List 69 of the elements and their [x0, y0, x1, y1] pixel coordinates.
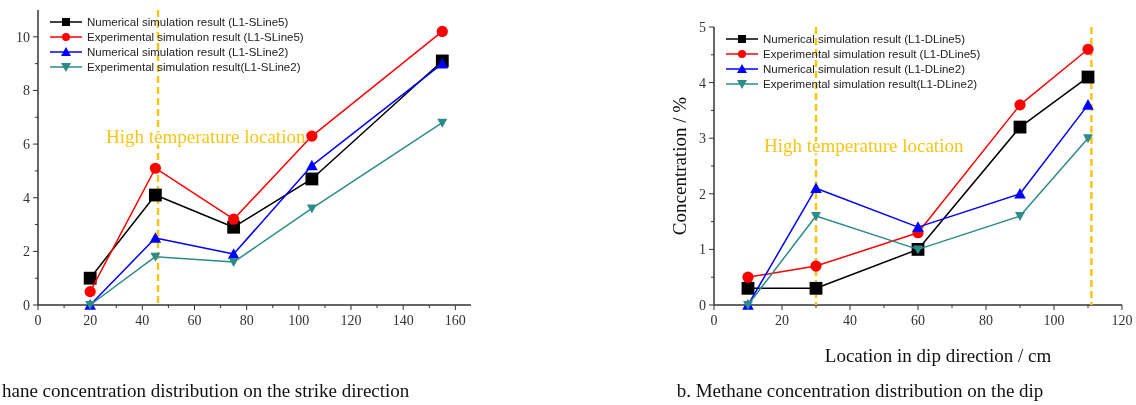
legend-label: Numerical simulation result (L1-DLine5)	[763, 33, 966, 46]
y-axis-title: Concentration / %	[669, 96, 690, 236]
point	[912, 221, 924, 232]
point	[83, 271, 97, 285]
x-tick-label: 0	[34, 313, 42, 328]
point	[306, 159, 318, 171]
point	[1083, 134, 1093, 144]
y-tick-label: 2	[699, 186, 706, 202]
y-tick-label: 8	[23, 83, 30, 99]
y-tick-label: 10	[16, 29, 30, 45]
point	[1014, 188, 1026, 199]
x-tick-label: 60	[911, 313, 925, 328]
legend-label: Numerical simulation result (L1-DLine2)	[763, 63, 966, 76]
x-tick-label: 40	[135, 313, 150, 328]
x-tick-label: 100	[1043, 313, 1065, 328]
x-tick-label: 20	[775, 313, 789, 328]
x-tick-label: 0	[710, 313, 718, 328]
legend-label: Numerical simulation result (L1-SLine2)	[87, 46, 289, 59]
x-axis-title: Location in dip direction / cm	[824, 345, 1052, 366]
x-tick-label: 20	[83, 313, 98, 328]
point	[1082, 43, 1094, 55]
legend-label: Numerical simulation result (L1-SLine5)	[87, 16, 289, 29]
point	[150, 252, 161, 262]
point	[437, 118, 448, 128]
point	[305, 172, 319, 186]
x-tick-label: 40	[843, 313, 857, 328]
y-tick-label: 4	[699, 75, 706, 91]
point	[1014, 99, 1026, 111]
x-tick-label: 100	[288, 313, 310, 328]
y-tick-label: 0	[23, 297, 30, 313]
legend-label: Experimental simulation result(L1-SLine2)	[87, 61, 301, 74]
text: hane concentration distribution on the strike direction	[2, 380, 410, 401]
point	[228, 213, 240, 225]
point	[84, 285, 96, 298]
point	[810, 182, 822, 194]
y-tick-label: 5	[699, 19, 706, 35]
point	[1082, 99, 1094, 110]
point	[149, 162, 161, 174]
point	[148, 188, 162, 202]
x-tick-label: 80	[239, 313, 254, 328]
point	[741, 281, 755, 295]
x-tick-label: 80	[979, 313, 993, 328]
x-tick-label: 120	[340, 313, 362, 328]
point	[149, 232, 162, 243]
point	[306, 130, 318, 142]
y-tick-label: 4	[23, 190, 30, 206]
y-tick-label: 1	[699, 242, 706, 258]
ref-line-label: High temperature location	[764, 135, 964, 157]
legend-label: Experimental simulation result (L1-SLine5)	[87, 31, 304, 44]
point	[809, 281, 823, 295]
x-tick-label: 160	[444, 313, 466, 328]
point	[810, 260, 822, 272]
point	[306, 204, 317, 214]
y-tick-label: 3	[699, 131, 706, 147]
y-tick-label: 6	[23, 136, 30, 152]
x-tick-label: 60	[187, 313, 202, 328]
legend-label: Experimental simulation result (L1-DLine5)	[763, 48, 981, 61]
point	[436, 25, 448, 38]
text: b. Methane concentration distribution on the dip	[676, 380, 1044, 401]
x-tick-label: 120	[1111, 313, 1133, 328]
point	[811, 212, 821, 222]
point	[742, 271, 754, 283]
y-tick-label: 2	[23, 244, 30, 260]
point	[228, 258, 239, 268]
x-tick-label: 140	[392, 313, 414, 328]
point	[1015, 212, 1025, 222]
legend-label: Experimental simulation result(L1-DLine2)	[763, 78, 978, 91]
y-tick-label: 0	[699, 297, 706, 313]
ref-line-label: High temperature location	[105, 125, 306, 147]
